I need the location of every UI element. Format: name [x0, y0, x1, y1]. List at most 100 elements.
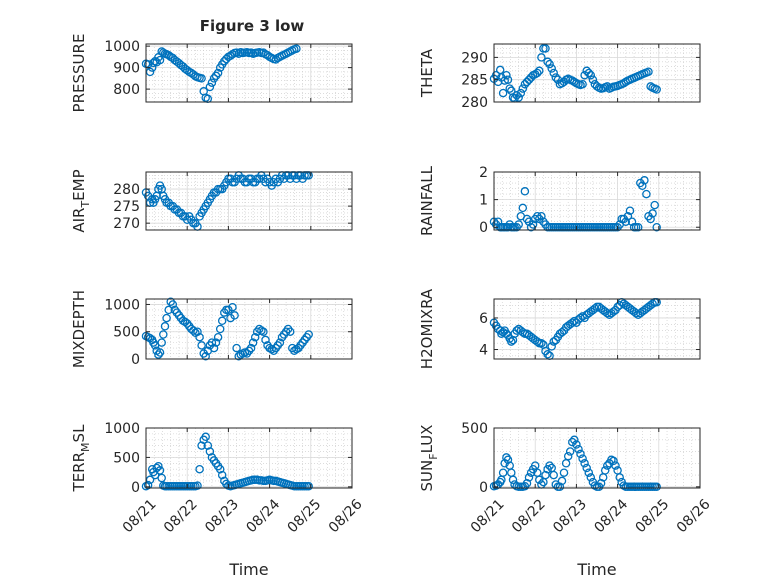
data-point: [503, 455, 513, 465]
plot-area: [146, 299, 352, 359]
y-tick-label: 1000: [104, 421, 140, 437]
data-point: [582, 463, 591, 473]
plot-area: [494, 44, 700, 102]
x-tick-label: 08/23: [202, 496, 242, 536]
data-point: [213, 68, 223, 78]
axes-frame: [145, 427, 353, 489]
axes-frame: [145, 43, 353, 103]
axes-frame: [145, 171, 353, 231]
data-point: [576, 449, 585, 459]
data-point: [611, 461, 620, 470]
data-point: [572, 440, 581, 449]
data-point: [195, 464, 204, 474]
data-point: [557, 327, 567, 337]
data-point: [621, 217, 631, 226]
data-point: [568, 437, 577, 447]
x-tick-label: 08/21: [468, 496, 508, 536]
data-point: [528, 220, 538, 229]
data-point: [516, 88, 526, 98]
y-tick-label: 0: [479, 480, 488, 496]
data-point: [514, 93, 523, 102]
plot-area: [146, 172, 352, 230]
y-tick-label: 280: [461, 95, 488, 111]
data-point: [207, 78, 217, 87]
data-point: [498, 468, 508, 477]
y-tick-label: 6: [479, 311, 488, 327]
y-tick-label: 280: [113, 182, 140, 198]
x-tick-label: 08/24: [243, 496, 283, 536]
data-point: [586, 473, 596, 482]
data-point: [304, 330, 313, 339]
data-point: [518, 203, 528, 213]
data-point: [633, 222, 643, 232]
data-point: [578, 454, 587, 463]
data-point: [250, 332, 260, 342]
data-points: [489, 297, 661, 361]
data-point: [600, 466, 610, 475]
x-tick-label: 08/25: [633, 496, 673, 536]
y-tick-label: 0: [131, 480, 140, 496]
subplot-sun-flux: 0 500 SUNFLUX 08/21 08/22 08/23 08/24 08/25 08/2…: [418, 421, 714, 579]
data-point: [644, 67, 653, 76]
data-point: [228, 302, 237, 312]
data-point: [203, 441, 213, 450]
data-point: [512, 91, 521, 100]
data-point: [159, 330, 168, 339]
data-point: [547, 64, 556, 73]
data-point: [162, 313, 171, 323]
figure-title: Figure 3 low: [200, 17, 305, 35]
data-point: [603, 82, 612, 91]
data-point: [627, 217, 637, 226]
data-point: [535, 66, 544, 76]
x-tick-label: 08/23: [550, 496, 590, 536]
data-point: [543, 57, 552, 67]
data-point: [520, 187, 530, 196]
data-point: [155, 55, 165, 65]
data-point: [261, 335, 270, 345]
subplot-pressure: 800 900 1000 PRESSURE: [70, 34, 353, 112]
data-point: [246, 343, 256, 353]
data-point: [518, 84, 528, 93]
subplot-rainfall: 0 1 2 RAINFALL: [418, 165, 701, 236]
data-point: [263, 50, 272, 60]
y-tick-label: 0: [479, 220, 488, 236]
data-point: [584, 468, 594, 477]
data-point: [535, 475, 544, 485]
data-point: [590, 304, 600, 313]
x-tick-label: 08/26: [326, 496, 366, 536]
data-point: [541, 44, 550, 53]
data-point: [205, 447, 215, 456]
data-point: [155, 348, 165, 357]
x-axis-label: Time: [228, 560, 268, 579]
data-point: [164, 305, 173, 315]
data-points: [489, 176, 661, 232]
data-point: [625, 206, 635, 215]
plot-area: [494, 428, 700, 488]
data-point: [652, 222, 661, 232]
data-point: [555, 482, 565, 492]
data-point: [512, 326, 521, 335]
data-point: [201, 432, 210, 442]
y-axis-label: THETA: [418, 48, 436, 98]
data-point: [248, 338, 258, 347]
data-point: [603, 461, 612, 470]
data-point: [549, 470, 558, 480]
data-point: [180, 317, 190, 327]
data-point: [533, 68, 542, 78]
axes-frame: [493, 171, 701, 231]
data-point: [551, 73, 561, 82]
data-point: [549, 68, 558, 78]
data-point: [207, 338, 217, 347]
y-tick-label: 500: [113, 450, 140, 466]
data-point: [267, 344, 276, 354]
y-axis-label: TERRMSL: [70, 424, 92, 493]
data-point: [201, 352, 210, 361]
y-axis-label: MIXDEPTH: [70, 290, 88, 368]
data-point: [197, 441, 206, 450]
data-point: [646, 214, 655, 224]
data-point: [652, 482, 661, 492]
data-point: [537, 211, 546, 221]
data-point: [292, 44, 301, 53]
data-point: [143, 480, 153, 490]
data-point: [232, 343, 241, 353]
